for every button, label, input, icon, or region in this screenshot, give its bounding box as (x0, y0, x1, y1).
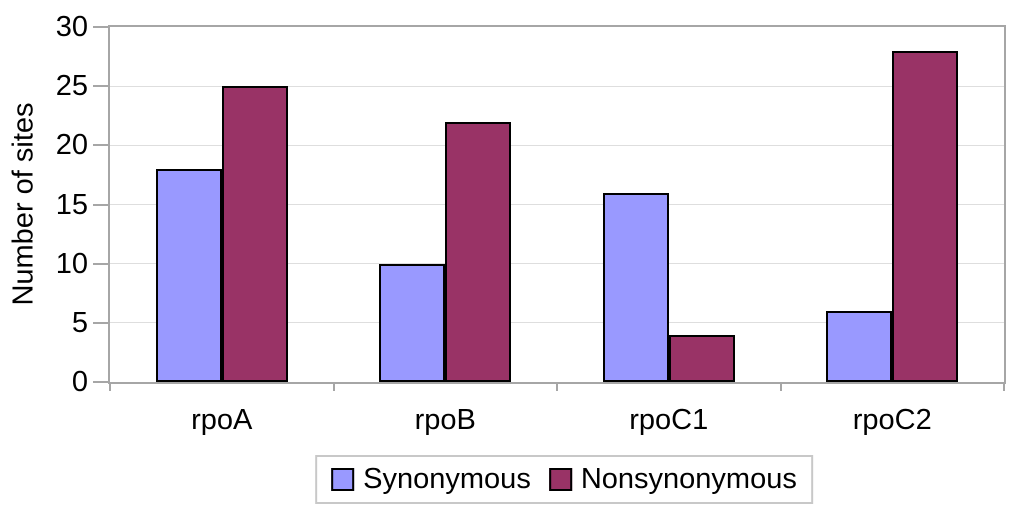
bar-rpoC2-nonsynonymous (892, 50, 959, 382)
gridline-5 (110, 322, 1004, 324)
y-tick-mark-10 (93, 262, 108, 265)
x-tick-mark-0 (109, 384, 111, 391)
x-label-rpoA: rpoA (191, 404, 253, 436)
gridline-10 (110, 263, 1004, 265)
legend-item-synonymous: Synonymous (331, 464, 531, 495)
bar-rpoC1-synonymous (602, 192, 669, 382)
bar-rpoC2-synonymous (826, 311, 893, 382)
x-label-rpoC2: rpoC2 (852, 404, 932, 436)
x-tick-mark-3 (779, 384, 782, 391)
y-tick-label-20: 20 (55, 129, 88, 162)
plot-area (108, 25, 1006, 384)
bar-rpoB-nonsynonymous (445, 121, 512, 382)
x-label-rpoC1: rpoC1 (629, 404, 709, 436)
y-tick-label-25: 25 (55, 70, 88, 103)
y-tick-mark-30 (93, 26, 108, 28)
legend-swatch-nonsynonymous (548, 468, 572, 491)
gridline-15 (110, 204, 1004, 205)
x-label-rpoB: rpoB (414, 404, 476, 436)
legend-item-nonsynonymous: Nonsynonymous (548, 463, 797, 495)
y-tick-label-15: 15 (55, 188, 88, 221)
x-tick-mark-4 (1003, 384, 1005, 391)
y-tick-label-0: 0 (71, 366, 88, 398)
bar-rpoB-synonymous (379, 263, 446, 382)
y-tick-label-5: 5 (71, 306, 88, 339)
legend: Synonymous Nonsynonymous (315, 455, 813, 504)
bar-rpoA-synonymous (155, 169, 222, 382)
legend-label-nonsynonymous: Nonsynonymous (580, 463, 797, 495)
y-tick-mark-20 (93, 144, 108, 147)
y-tick-mark-25 (93, 85, 108, 88)
y-tick-label-30: 30 (55, 11, 88, 43)
bar-rpoA-nonsynonymous (221, 86, 288, 382)
legend-swatch-synonymous (331, 468, 355, 491)
y-tick-label-10: 10 (55, 247, 88, 280)
y-tick-mark-5 (93, 321, 108, 324)
legend-label-synonymous: Synonymous (363, 463, 531, 495)
y-tick-mark-0 (93, 381, 108, 383)
gridline-25 (110, 85, 1004, 87)
gridline-20 (110, 144, 1004, 146)
x-tick-mark-2 (556, 384, 558, 391)
bar-rpoC1-nonsynonymous (668, 334, 735, 382)
x-tick-mark-1 (332, 384, 335, 391)
y-tick-mark-15 (93, 203, 108, 206)
